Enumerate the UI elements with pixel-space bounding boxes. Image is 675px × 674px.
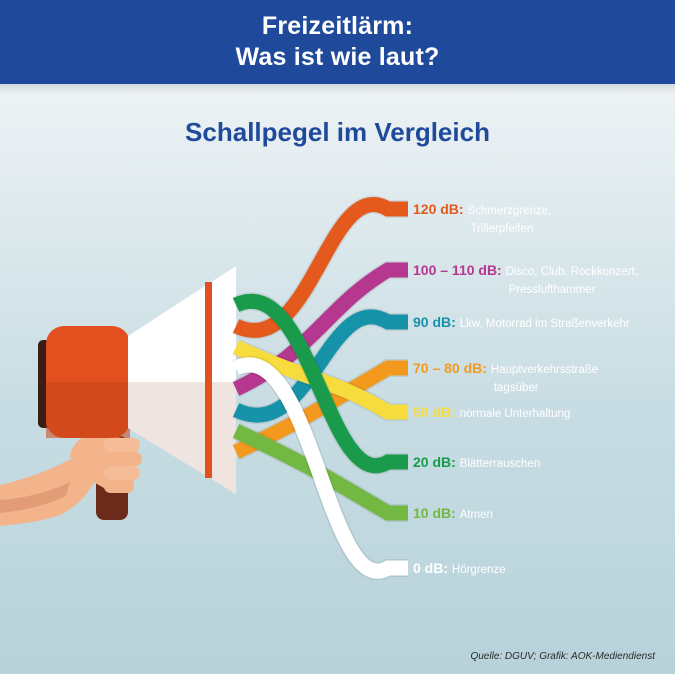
level-label: 10 dB: Atmen xyxy=(413,505,493,521)
finger-1 xyxy=(104,438,140,452)
level-label: 100 – 110 dB: Disco, Club, Rockkonzert, xyxy=(413,262,638,278)
source-credit: Quelle: DGUV; Grafik: AOK-Mediendienst xyxy=(470,651,655,662)
sleeve-shadow xyxy=(0,482,70,513)
megaphone-body-shade xyxy=(46,382,130,438)
level-value: 0 dB: xyxy=(413,560,452,576)
level-value: 100 – 110 dB: xyxy=(413,262,506,278)
level-description: Hauptverkehrsstraße xyxy=(491,364,598,376)
level-label: 70 – 80 dB: Hauptverkehrsstraße xyxy=(413,360,598,376)
wave-120db xyxy=(232,197,408,338)
level-description: Schmerzgrenze, xyxy=(467,205,551,217)
level-value: 70 – 80 dB: xyxy=(413,360,491,376)
level-description: Atmen xyxy=(460,509,493,521)
level-value: 120 dB: xyxy=(413,201,467,217)
level-value: 50 dB: xyxy=(413,404,460,420)
megaphone-illustration xyxy=(38,266,236,494)
wave-90db xyxy=(232,309,408,423)
level-description: Lkw, Motorrad im Straßenverkehr xyxy=(460,318,630,330)
sound-waves xyxy=(232,195,408,580)
finger-4 xyxy=(104,480,134,493)
wave-0db xyxy=(232,357,408,579)
level-label: 20 dB: Blätterrauschen xyxy=(413,454,540,470)
level-label: 50 dB: normale Unterhaltung xyxy=(413,404,570,420)
level-labels: 120 dB: Schmerzgrenze, Trillerpfeifen 100 … xyxy=(413,201,638,576)
megaphone-stripe xyxy=(205,282,212,478)
hand-illustration xyxy=(0,433,142,526)
level-description: Disco, Club, Rockkonzert, xyxy=(506,266,638,278)
level-description-line2: tagsüber xyxy=(494,382,539,394)
level-label: 0 dB: Hörgrenze xyxy=(413,560,506,576)
title-line-1: Freizeitlärm: xyxy=(261,12,414,40)
header-shadow xyxy=(0,84,675,94)
level-description: Hörgrenze xyxy=(452,564,506,576)
megaphone-cone-shade xyxy=(128,382,236,494)
level-value: 10 dB: xyxy=(413,505,460,521)
finger-2 xyxy=(104,452,142,466)
level-value: 90 dB: xyxy=(413,314,460,330)
level-value: 20 dB: xyxy=(413,454,460,470)
finger-3 xyxy=(104,466,140,480)
level-label: 120 dB: Schmerzgrenze, xyxy=(413,201,551,217)
level-label: 90 dB: Lkw, Motorrad im Straßenverkehr xyxy=(413,314,630,330)
wave-20db xyxy=(232,294,408,473)
level-description: Blätterrauschen xyxy=(460,458,541,470)
level-description-line2: Trillerpfeifen xyxy=(470,223,533,235)
chart-subtitle: Schallpegel im Vergleich xyxy=(185,117,490,147)
title-line-2: Was ist wie laut? xyxy=(235,43,440,71)
level-description: normale Unterhaltung xyxy=(460,408,571,420)
level-description-line2: Presslufthammer xyxy=(509,284,596,296)
header: Freizeitlärm: Was ist wie laut? xyxy=(0,0,675,84)
